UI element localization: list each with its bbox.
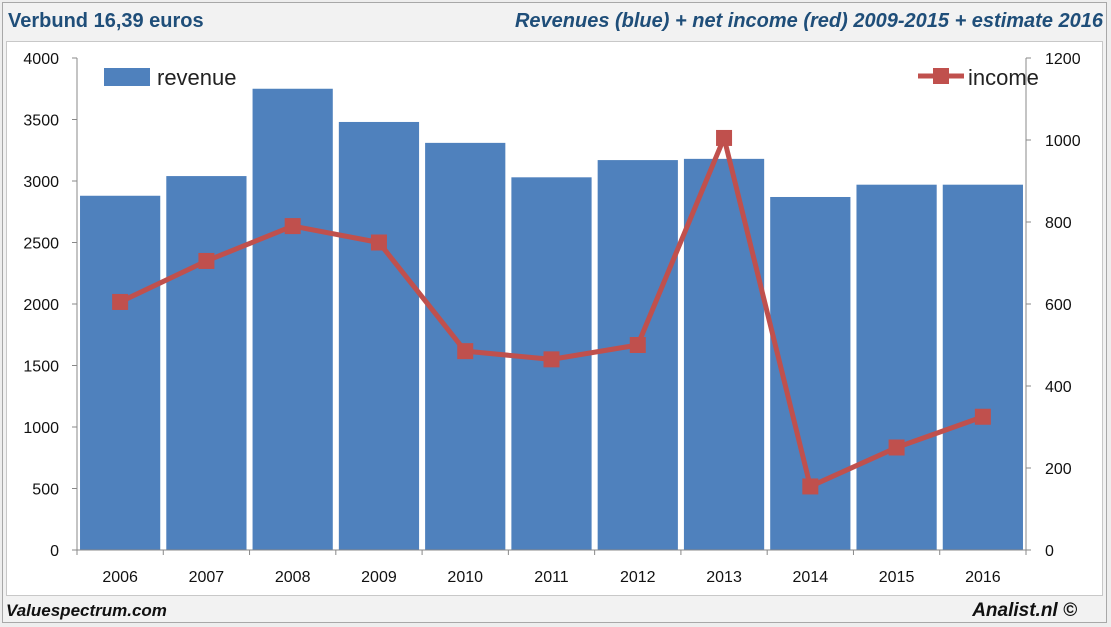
left-tick-label: 1500 xyxy=(23,359,59,376)
income-point-2016 xyxy=(974,408,991,425)
right-tick-label: 800 xyxy=(1045,215,1072,232)
income-point-2010 xyxy=(457,343,474,360)
x-tick-label-2012: 2012 xyxy=(620,569,656,586)
legend-revenue-label: revenue xyxy=(157,65,237,90)
revenue-bar-2008 xyxy=(252,88,333,550)
revenue-bar-2009 xyxy=(338,121,420,551)
legend: revenue income xyxy=(104,65,1039,90)
right-tick-label: 600 xyxy=(1045,297,1072,314)
income-point-2006 xyxy=(112,293,129,310)
revenue-bar-2015 xyxy=(856,184,937,550)
x-tick-label-2015: 2015 xyxy=(879,569,915,586)
revenue-bar-2016 xyxy=(942,184,1023,550)
income-point-2008 xyxy=(284,218,301,235)
revenue-bar-2006 xyxy=(80,195,161,550)
income-point-2015 xyxy=(888,439,905,456)
left-tick-label: 1000 xyxy=(23,420,59,437)
revenue-bar-2007 xyxy=(166,176,247,550)
revenue-bars xyxy=(80,88,1023,551)
right-tick-label: 1200 xyxy=(1045,51,1081,68)
x-tick-label-2006: 2006 xyxy=(102,569,138,586)
left-tick-label: 0 xyxy=(50,543,59,560)
x-tick-label-2008: 2008 xyxy=(275,569,311,586)
income-point-2007 xyxy=(198,252,215,269)
chart-title-left: Verbund 16,39 euros xyxy=(8,10,204,32)
income-point-2013 xyxy=(716,129,733,146)
legend-income-label: income xyxy=(968,65,1039,90)
x-tick-label-2011: 2011 xyxy=(534,569,569,586)
x-tick-label-2009: 2009 xyxy=(361,569,397,586)
left-tick-label: 3000 xyxy=(23,174,59,191)
left-tick-label: 3500 xyxy=(23,113,59,130)
x-tick-label-2010: 2010 xyxy=(447,569,483,586)
axes: 0 500 1000 1500 2000 2500 3000 3500 4000 0 200 400 6… xyxy=(23,51,1080,586)
income-line xyxy=(112,129,991,495)
legend-income-marker xyxy=(933,68,949,84)
right-tick-label: 1000 xyxy=(1045,133,1081,150)
left-tick-label: 2500 xyxy=(23,236,59,253)
income-point-2009 xyxy=(370,234,387,251)
x-tick-label-2013: 2013 xyxy=(706,569,742,586)
left-tick-label: 4000 xyxy=(23,51,59,68)
right-tick-label: 0 xyxy=(1045,543,1054,560)
footer-source: Valuespectrum.com xyxy=(6,601,167,620)
left-tick-label: 2000 xyxy=(23,297,59,314)
revenue-bar-2013 xyxy=(683,158,765,551)
income-point-2011 xyxy=(543,351,560,368)
legend-revenue-swatch xyxy=(104,68,150,86)
revenue-bar-2012 xyxy=(597,160,678,550)
x-tick-label-2007: 2007 xyxy=(189,569,225,586)
footer-credit: Analist.nl © xyxy=(972,600,1077,621)
right-tick-label: 400 xyxy=(1045,379,1072,396)
x-tick-label-2014: 2014 xyxy=(793,569,829,586)
right-tick-label: 200 xyxy=(1045,461,1072,478)
x-tick-label-2016: 2016 xyxy=(965,569,1001,586)
chart-title-right: Revenues (blue) + net income (red) 2009-… xyxy=(514,10,1103,32)
income-point-2012 xyxy=(629,337,646,353)
left-tick-label: 500 xyxy=(32,482,59,499)
income-point-2014 xyxy=(802,478,819,495)
